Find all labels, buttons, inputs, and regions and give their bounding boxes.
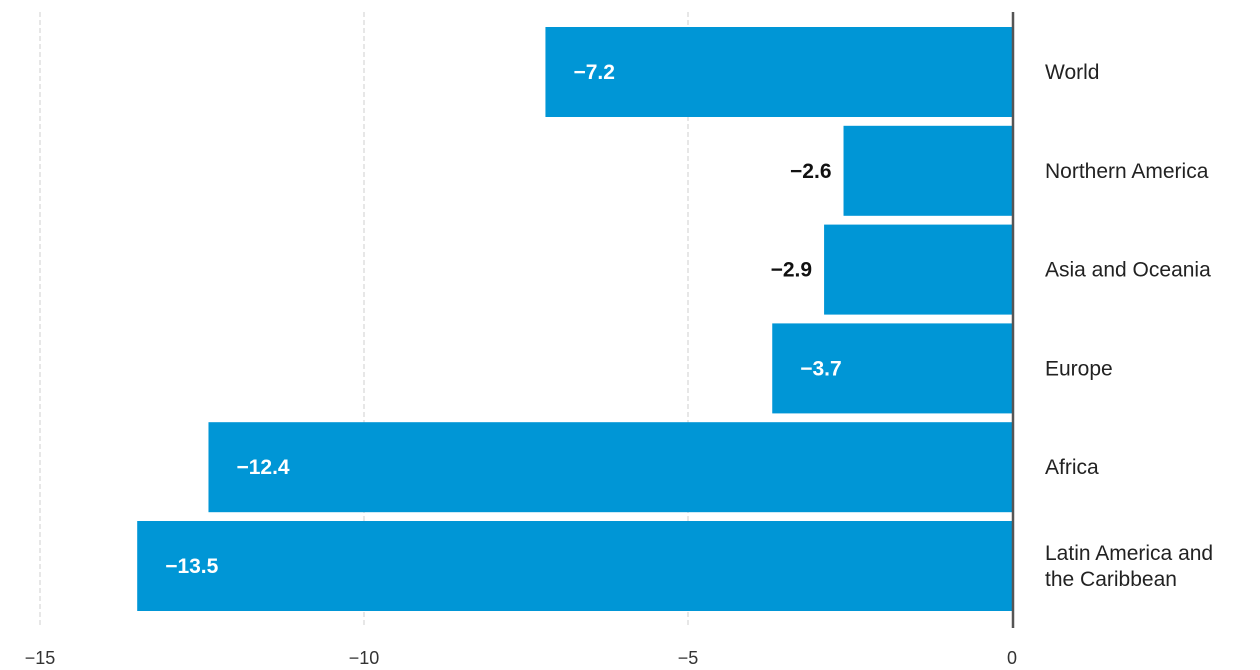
bar xyxy=(824,224,1012,315)
value-label: −3.7 xyxy=(800,357,841,380)
bars xyxy=(137,27,1013,611)
category-label: Africa xyxy=(1045,456,1099,479)
value-label: −13.5 xyxy=(165,555,218,578)
value-label: −7.2 xyxy=(573,61,614,84)
x-tick-label: −15 xyxy=(25,648,56,668)
bar xyxy=(137,521,1012,611)
x-tick-label: −5 xyxy=(678,648,699,668)
bar xyxy=(772,323,1012,414)
bar xyxy=(545,27,1012,117)
bar xyxy=(208,422,1013,513)
category-label: Europe xyxy=(1045,357,1113,380)
value-label: −12.4 xyxy=(236,456,289,479)
category-labels: World Northern America Asia and Oceania Eur… xyxy=(1045,61,1213,591)
bar xyxy=(843,125,1012,216)
value-label: −2.9 xyxy=(771,259,812,282)
x-axis-tick-labels: −15 −10 −5 0 xyxy=(25,648,1017,668)
category-label: Northern America xyxy=(1045,160,1209,183)
x-tick-label: 0 xyxy=(1007,648,1017,668)
value-label: −2.6 xyxy=(790,160,831,183)
value-labels: −7.2 −2.6 −2.9 −3.7 −12.4 −13.5 xyxy=(165,61,842,578)
x-tick-label: −10 xyxy=(349,648,380,668)
category-label: Asia and Oceania xyxy=(1045,259,1211,282)
category-label: Latin America and the Caribbean xyxy=(1045,542,1213,591)
category-label: World xyxy=(1045,61,1099,84)
